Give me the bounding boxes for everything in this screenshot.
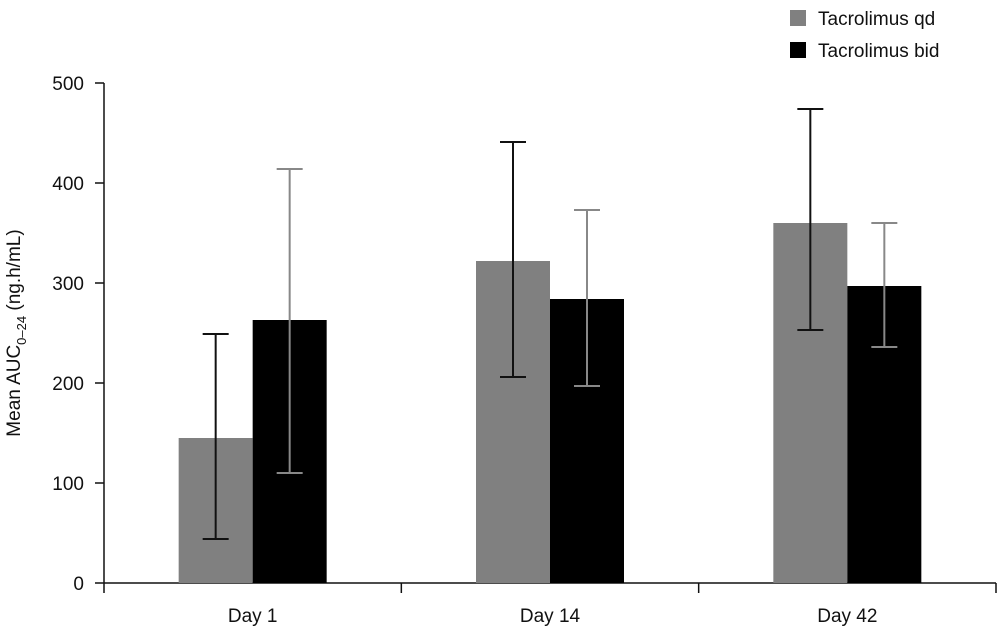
y-axis-title: Mean AUC0–24 (ng.h/mL) — [4, 229, 29, 436]
error-bar-qd — [202, 333, 229, 540]
error-bar-qd — [500, 141, 526, 378]
y-tick-label: 500 — [52, 74, 84, 95]
y-tick-label: 300 — [52, 274, 84, 295]
x-axis: Day 1 Day 14 Day 42 — [103, 582, 997, 627]
y-axis-title-main: Mean AUC — [4, 345, 25, 437]
legend-swatch-bid — [790, 42, 806, 58]
error-bar-bid — [574, 209, 600, 387]
x-tick-label: Day 14 — [520, 606, 581, 627]
y-axis: 0 100 200 300 400 500 — [52, 74, 105, 595]
y-tick-label: 0 — [73, 574, 84, 595]
y-tick-label: 200 — [52, 374, 84, 395]
legend-label-qd: Tacrolimus qd — [818, 9, 935, 30]
x-tick-label: Day 42 — [817, 606, 877, 627]
error-bars — [202, 108, 898, 540]
error-bar-bid — [871, 222, 898, 348]
y-axis-title-subscript: 0–24 — [14, 316, 29, 345]
legend-label-bid: Tacrolimus bid — [818, 41, 939, 62]
error-bar-bid — [276, 168, 303, 474]
legend: Tacrolimus qd Tacrolimus bid — [790, 9, 939, 62]
y-axis-title-unit: (ng.h/mL) — [4, 229, 25, 316]
legend-swatch-qd — [790, 10, 806, 26]
error-bar-qd — [797, 108, 824, 331]
x-tick-label: Day 1 — [228, 606, 278, 627]
y-tick-label: 100 — [52, 474, 84, 495]
y-tick-label: 400 — [52, 174, 84, 195]
